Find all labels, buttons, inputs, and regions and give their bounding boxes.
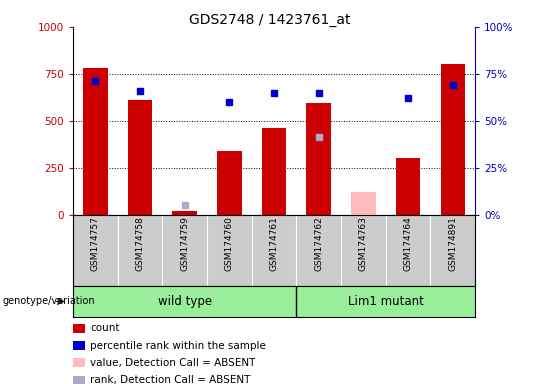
Bar	[441, 64, 465, 215]
Text: percentile rank within the sample: percentile rank within the sample	[90, 341, 266, 351]
Text: GSM174758: GSM174758	[136, 217, 145, 271]
Bar	[351, 192, 376, 215]
Bar	[127, 100, 152, 215]
Bar	[83, 68, 107, 215]
Text: GSM174761: GSM174761	[269, 217, 279, 271]
Text: genotype/variation: genotype/variation	[3, 296, 96, 306]
Bar	[262, 127, 286, 215]
Text: value, Detection Call = ABSENT: value, Detection Call = ABSENT	[90, 358, 255, 368]
Text: GSM174891: GSM174891	[448, 217, 457, 271]
Text: Lim1 mutant: Lim1 mutant	[348, 295, 424, 308]
Bar	[396, 158, 421, 215]
Bar	[307, 103, 331, 215]
Text: GSM174760: GSM174760	[225, 217, 234, 271]
Bar	[172, 211, 197, 215]
Text: GDS2748 / 1423761_at: GDS2748 / 1423761_at	[189, 13, 351, 27]
Text: GSM174762: GSM174762	[314, 217, 323, 271]
Bar	[217, 151, 241, 215]
Text: wild type: wild type	[158, 295, 212, 308]
Text: rank, Detection Call = ABSENT: rank, Detection Call = ABSENT	[90, 375, 251, 384]
Text: GSM174763: GSM174763	[359, 217, 368, 271]
Text: GSM174757: GSM174757	[91, 217, 100, 271]
Text: GSM174759: GSM174759	[180, 217, 189, 271]
Text: GSM174764: GSM174764	[403, 217, 413, 271]
Text: count: count	[90, 323, 120, 333]
